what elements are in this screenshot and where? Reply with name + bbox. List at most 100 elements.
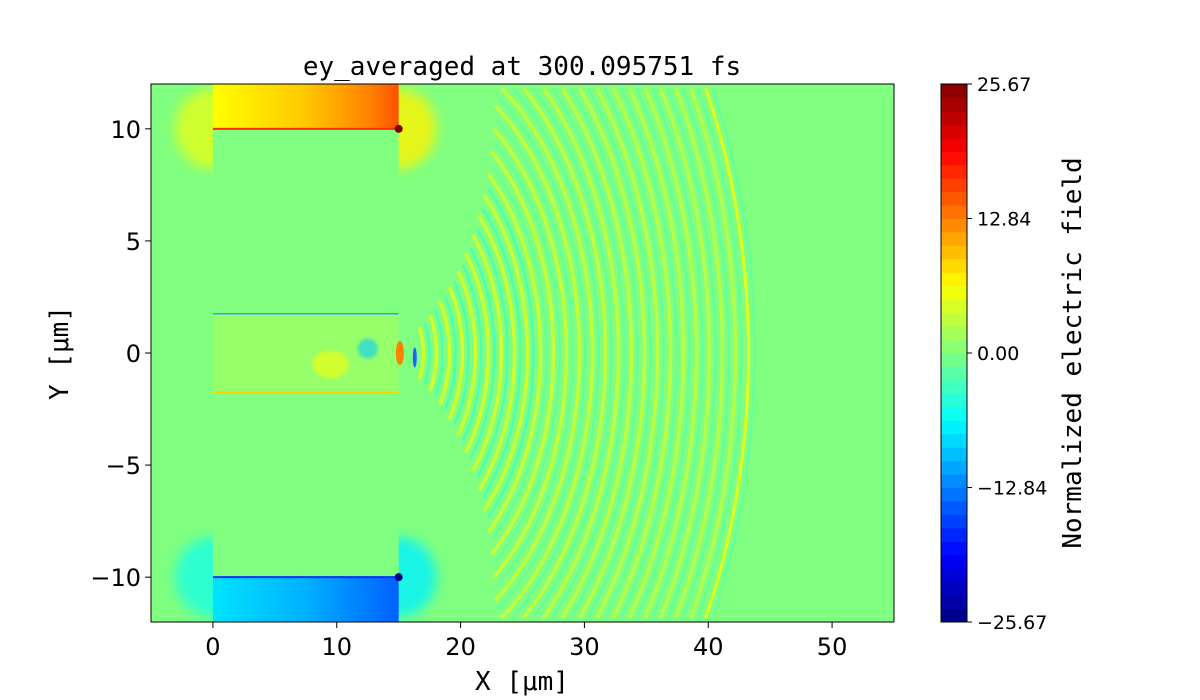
colorbar-tick-label: 12.84 — [977, 208, 1031, 230]
colorbar-tick-label: 25.67 — [977, 74, 1031, 96]
wavefront-trough — [666, 87, 717, 619]
colorbar-level — [941, 231, 967, 246]
wavefront-trough — [619, 87, 678, 619]
wavefront-trough — [651, 87, 704, 619]
wavefront-crest — [674, 87, 725, 619]
wavefronts — [417, 86, 756, 620]
colorbar-level — [941, 420, 967, 435]
wavefront-crest — [471, 234, 504, 472]
wavefront-trough — [461, 264, 483, 442]
colorbar-label: Normalized electric field — [1058, 157, 1088, 548]
colorbar-level — [941, 527, 967, 542]
chart-title: ey_averaged at 300.095751 fs — [303, 52, 741, 82]
colorbar-level — [941, 608, 967, 623]
colorbar-level — [941, 406, 967, 421]
wavefront-trough — [531, 87, 613, 619]
x-axis: 0 10 20 30 40 50 — [205, 622, 847, 661]
corner-hotspot — [394, 573, 403, 582]
wavefront-trough — [603, 87, 665, 619]
colorbar-level — [941, 218, 967, 233]
colorbar-tick-label: −12.84 — [977, 478, 1047, 500]
y-tick-label: −5 — [106, 452, 141, 480]
wavefront-trough — [423, 322, 431, 384]
wavefront-crest — [438, 300, 452, 406]
wavefront-trough — [476, 228, 509, 478]
wavefront-crest — [560, 87, 634, 619]
colorbar-level — [941, 568, 967, 583]
wavefront-crest — [689, 87, 738, 619]
wavefront-crest — [522, 86, 608, 620]
wavefront-crest — [643, 87, 699, 619]
colorbar-level — [941, 272, 967, 287]
y-axis: −10 −5 0 5 10 — [90, 116, 151, 592]
wavefront-crest — [490, 150, 556, 556]
x-tick-label: 10 — [321, 633, 352, 661]
x-tick-label: 0 — [205, 633, 220, 661]
wavefront-trough — [491, 166, 548, 540]
wavefront-crest — [477, 214, 517, 492]
wavefront-crest — [541, 86, 621, 620]
colorbar-level — [941, 379, 967, 394]
colorbar-level — [941, 205, 967, 219]
wavefront-crest — [417, 326, 426, 380]
colorbar-level — [941, 474, 967, 488]
wavefront-crest — [493, 104, 582, 602]
colorbar-level — [941, 245, 967, 260]
wavefront-crest — [704, 87, 750, 619]
colorbar-tick-label: −25.67 — [977, 612, 1047, 634]
colorbar-level — [941, 433, 967, 448]
wavefront-trough — [586, 87, 652, 619]
corner-hotspot — [394, 124, 403, 133]
colorbar-level — [941, 326, 967, 341]
wavefront-crest — [482, 194, 530, 512]
wavefront-trough — [696, 87, 743, 619]
colorbar-level — [941, 258, 967, 273]
colorbar-level — [941, 514, 967, 529]
colorbar-level — [941, 110, 967, 125]
y-tick-label: 0 — [126, 340, 141, 368]
colorbar-level — [941, 285, 967, 300]
colorbar-level — [941, 353, 967, 367]
bottom-region-field — [212, 577, 399, 622]
wavefront-trough — [497, 96, 587, 610]
colorbar-level — [941, 137, 967, 152]
colorbar-level — [941, 191, 967, 206]
wavefront-crest — [492, 127, 569, 579]
x-axis-label: X [μm] — [475, 667, 569, 697]
wavefront-crest — [595, 87, 660, 619]
heatmap-field — [151, 84, 894, 622]
wavefront-crest — [456, 269, 478, 437]
wavefront-trough — [511, 87, 600, 619]
colorbar-level — [941, 97, 967, 112]
wavefront-trough — [469, 247, 496, 459]
colorbar-level — [941, 366, 967, 381]
wavefront-crest — [578, 87, 647, 619]
colorbar-level — [941, 595, 967, 610]
wavefront-crest — [658, 87, 712, 619]
colorbar-level — [941, 460, 967, 475]
colorbar-level — [941, 164, 967, 179]
colorbar-level — [941, 554, 967, 569]
x-tick-label: 30 — [569, 633, 600, 661]
colorbar-level — [941, 447, 967, 462]
y-tick-label: −10 — [90, 564, 141, 592]
colorbar-level — [941, 178, 967, 193]
y-axis-label: Y [μm] — [45, 306, 75, 400]
colorbar-level — [941, 541, 967, 556]
wavefront-trough — [569, 87, 639, 619]
colorbar-level — [941, 339, 967, 354]
exit-hotspot — [412, 347, 417, 368]
wavefront-trough — [482, 208, 522, 498]
wavefront-crest — [627, 87, 686, 619]
wavefront-crest — [464, 252, 491, 454]
colorbar-tick-label: 0.00 — [977, 343, 1019, 365]
wavefront-trough — [443, 296, 457, 410]
colorbar-level — [941, 500, 967, 515]
channel-spot — [357, 338, 378, 359]
wavefront-trough — [711, 87, 756, 619]
wavefront-trough — [681, 87, 730, 619]
channel-spot — [312, 350, 349, 379]
wavefront-trough — [496, 120, 574, 586]
wavefront-crest — [428, 314, 439, 392]
wavefront-crest — [447, 286, 465, 420]
